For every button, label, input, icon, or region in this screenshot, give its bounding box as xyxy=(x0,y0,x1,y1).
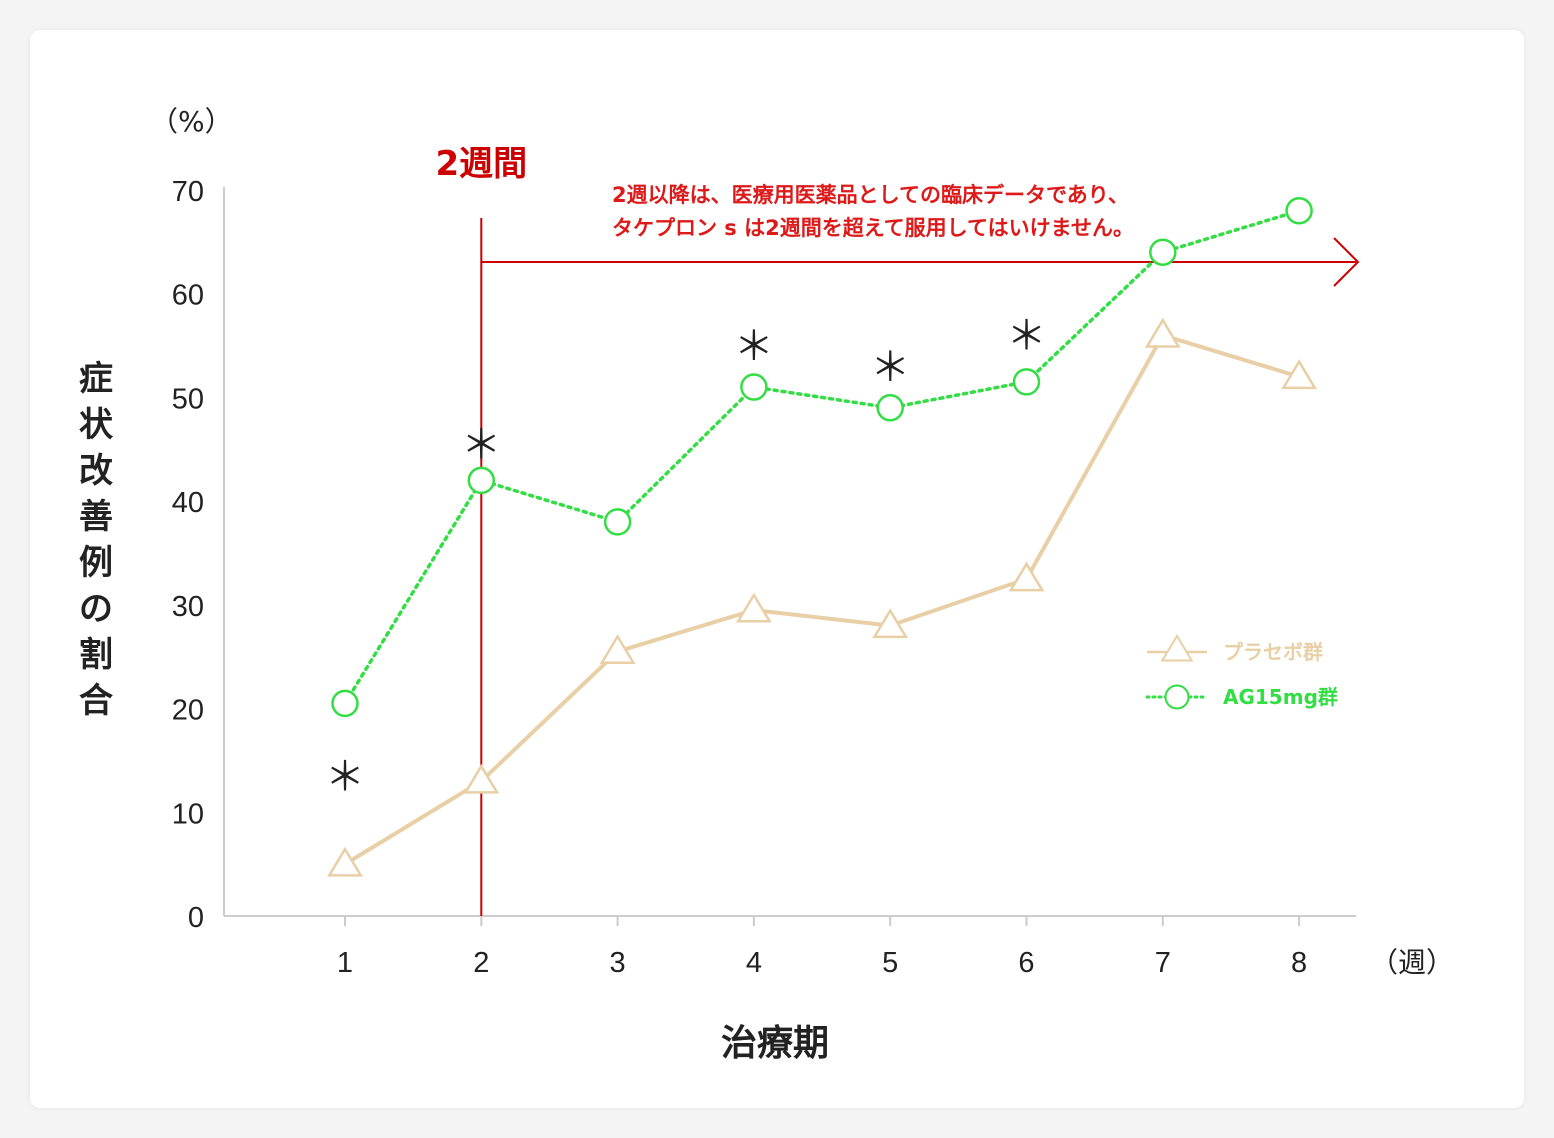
y-tick-label: 70 xyxy=(172,176,204,208)
data-point-circle xyxy=(876,394,904,422)
data-point-circle xyxy=(331,689,359,718)
x-axis-title: 治療期 xyxy=(721,1023,829,1064)
data-point-triangle xyxy=(1008,561,1045,592)
significance-markers: ＊ ＊ ＊ ＊ ＊ xyxy=(325,313,1047,800)
data-point-circle xyxy=(1285,196,1313,225)
y-unit-label: （%） xyxy=(150,105,233,138)
y-tick-label: 60 xyxy=(172,280,204,312)
legend-triangle xyxy=(1160,634,1194,662)
two-week-label: 2週間 xyxy=(435,144,527,184)
axes xyxy=(223,187,1356,917)
annotation-note-line: 2週以降は、医療用医薬品としての臨床データであり、 xyxy=(612,183,1129,207)
data-point-triangle xyxy=(327,846,363,877)
line-chart: 0 10 20 30 40 50 60 70 1 2 3 4 5 6 7 8 （%） （週） 治療期 症状改… xyxy=(79,105,1454,1064)
y-tick-label: 20 xyxy=(172,695,204,727)
y-tick-label: 50 xyxy=(172,383,204,415)
x-tick-label: 5 xyxy=(882,947,898,979)
y-tick-label: 40 xyxy=(172,487,204,519)
data-point-circle xyxy=(740,373,768,401)
chart-card: 0 10 20 30 40 50 60 70 1 2 3 4 5 6 7 8 （%） （週） 治療期 症状改… xyxy=(30,30,1524,1108)
x-tick-label: 3 xyxy=(610,947,626,979)
significance-star: ＊ xyxy=(461,422,501,468)
series-line xyxy=(343,208,1301,706)
data-point-circle xyxy=(467,466,496,495)
two-week-annotation: 2週間 2週以降は、医療用医薬品としての臨床データであり、タケプロン s は2週間… xyxy=(435,144,1360,916)
legend: プラセボ群 AG15mg群 xyxy=(1145,634,1338,710)
significance-star: ＊ xyxy=(870,344,910,390)
data-point-triangle xyxy=(1281,359,1318,390)
y-tick-label: 10 xyxy=(172,798,204,830)
x-tick-label: 4 xyxy=(746,947,762,979)
x-axis-ticks: 1 2 3 4 5 6 7 8 xyxy=(337,916,1307,979)
x-tick-label: 7 xyxy=(1155,947,1171,979)
y-axis-title: 症状改善例の割合 xyxy=(79,359,114,721)
data-point-triangle xyxy=(599,634,636,665)
data-point-circle xyxy=(1012,368,1041,396)
data-point-triangle xyxy=(463,763,500,794)
legend-label: プラセボ群 xyxy=(1223,640,1323,664)
y-tick-label: 0 xyxy=(188,902,204,934)
x-tick-label: 2 xyxy=(473,947,489,979)
data-point-triangle xyxy=(872,608,909,639)
data-point-triangle xyxy=(1144,317,1181,348)
arrow-head xyxy=(1333,237,1360,287)
legend-circle xyxy=(1164,684,1190,710)
y-tick-label: 30 xyxy=(172,591,204,623)
data-point-circle xyxy=(1149,238,1177,266)
data-point-circle xyxy=(603,508,632,536)
series-layer xyxy=(327,196,1318,877)
x-tick-label: 6 xyxy=(1018,947,1034,979)
data-point-triangle xyxy=(735,592,772,623)
x-tick-label: 8 xyxy=(1291,947,1307,979)
annotation-note-line: タケプロン s は2週間を超えて服用してはいけません。 xyxy=(612,216,1134,240)
legend-label: AG15mg群 xyxy=(1223,685,1338,709)
significance-star: ＊ xyxy=(734,324,774,370)
significance-star: ＊ xyxy=(1007,313,1047,359)
series-line xyxy=(343,332,1300,866)
y-axis-ticks: 0 10 20 30 40 50 60 70 xyxy=(172,176,204,934)
x-tick-label: 1 xyxy=(337,947,353,979)
axis-labels: （%） （週） 治療期 症状改善例の割合 xyxy=(79,105,1454,1064)
significance-star: ＊ xyxy=(325,754,365,800)
x-unit-label: （週） xyxy=(1370,946,1454,979)
